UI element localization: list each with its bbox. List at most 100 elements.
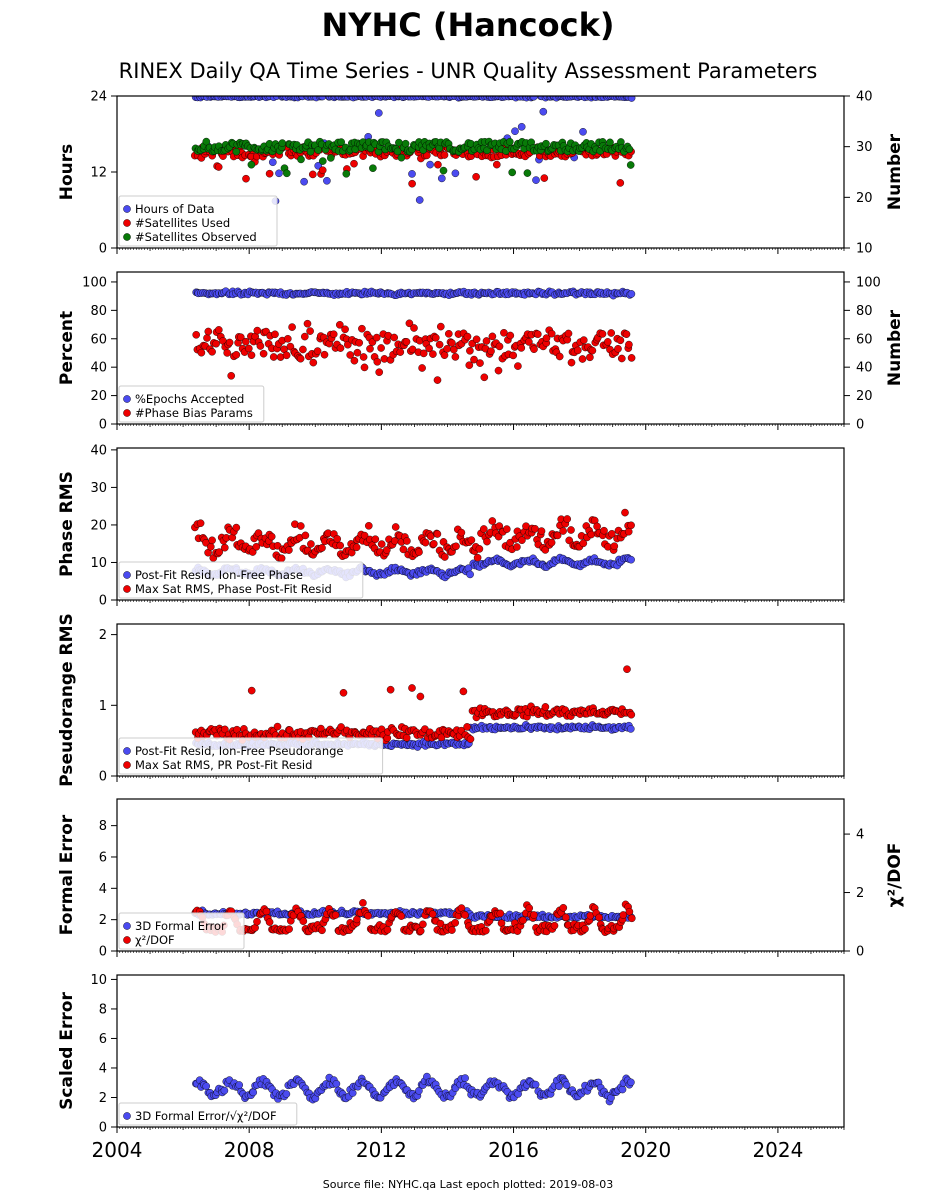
y-tick-label: 0: [99, 418, 107, 433]
point-hours-s2-97: [369, 164, 377, 172]
y-tick-label: 100: [82, 275, 107, 290]
point-scaled_error-s0-204: [562, 1081, 571, 1089]
point-percent-s1-85: [346, 351, 355, 359]
point-percent-s1-90: [355, 338, 364, 347]
point-scaled_error-s0-234: [618, 1085, 627, 1094]
point-percent-s1-177: [514, 362, 522, 370]
point-hours-s0-129: [426, 160, 434, 169]
point-percent-s1-134: [435, 340, 444, 349]
point-percent-s1-186: [530, 345, 538, 354]
y2-tick-label: 4: [856, 828, 864, 843]
point-hours-s0-191: [539, 107, 548, 116]
point-percent-s1-63: [306, 327, 314, 335]
point-percent-s1-158: [480, 373, 489, 382]
point-hours-s0-42: [268, 158, 277, 166]
point-percent-s1-44: [271, 330, 279, 339]
point-phase_rms-s1-190: [537, 527, 546, 535]
point-hours-s2-172: [505, 137, 514, 146]
point-percent-s1-218: [588, 346, 597, 355]
point-phase_rms-s1-213: [579, 539, 588, 548]
point-percent-s1-65: [309, 358, 318, 367]
y-axis-label: Percent: [57, 311, 77, 385]
legend-label: #Phase Bias Params: [135, 406, 253, 420]
legend-label: #Satellites Observed: [135, 230, 257, 244]
point-phase_rms-s1-217: [587, 530, 596, 539]
point-phase_rms-s1-204: [563, 515, 572, 523]
point-hours-s2-22: [232, 147, 241, 156]
point-percent-s1-36: [256, 342, 265, 350]
point-percent-s1-143: [451, 353, 460, 361]
point-percent-s1-17: [223, 349, 231, 357]
legend: Hours of Data#Satellites Used#Satellites…: [118, 195, 278, 247]
point-hours-s1-133: [434, 160, 442, 169]
point-phase_rms-s1-136: [439, 538, 448, 546]
point-hours-s2-192: [542, 139, 550, 148]
point-percent-s1-133: [433, 376, 442, 384]
point-pseudorange_rms-s1-119: [408, 684, 416, 692]
point-phase_rms-s1-186: [531, 525, 539, 533]
legend-label: χ²/DOF: [135, 933, 175, 947]
point-scaled_error-s0-6: [202, 1082, 210, 1090]
point-hours-s2-160: [483, 146, 491, 155]
y-tick-label: 6: [99, 850, 107, 865]
point-phase_rms-s1-158: [479, 525, 488, 533]
point-pseudorange_rms-s1-45: [273, 722, 282, 731]
point-scaled_error-s0-50: [282, 1090, 291, 1098]
point-formal_error-s1-238: [625, 907, 634, 916]
point-percent-s1-6: [203, 334, 211, 342]
point-percent-s1-195: [547, 329, 556, 338]
point-formal_error-s1-202: [559, 904, 568, 912]
y-tick-label: 0: [99, 242, 107, 257]
point-phase_rms-s1-176: [513, 543, 521, 551]
point-phase_rms-s1-160: [483, 537, 491, 546]
point-percent-s1-174: [509, 351, 518, 360]
point-phase_rms-s1-13: [215, 548, 223, 556]
legend-box: [118, 1102, 298, 1126]
point-pseudorange_rms-s1-149: [463, 723, 471, 731]
x-tick-label: 2004: [92, 1138, 143, 1162]
point-formal_error-s1-113: [397, 912, 406, 920]
point-phase_rms-s1-8: [206, 543, 215, 551]
point-percent-s1-13: [214, 326, 223, 334]
point-hours-s0-143: [451, 169, 460, 178]
point-percent-s1-19: [225, 338, 234, 347]
point-percent-s1-28: [241, 337, 250, 346]
point-percent-s1-102: [377, 344, 385, 352]
point-pseudorange_rms-s1-192: [541, 703, 550, 711]
point-percent-s1-109: [390, 333, 399, 342]
point-hours-s1-119: [408, 179, 416, 188]
legend-label: #Satellites Used: [135, 216, 230, 230]
point-hours-s1-233: [616, 179, 625, 187]
point-pseudorange_rms-s1-107: [386, 685, 395, 694]
point-formal_error-s1-34: [253, 917, 261, 926]
point-percent-s1-233: [616, 336, 625, 345]
point-percent-s1-139: [444, 329, 453, 338]
point-phase_rms-s1-60: [301, 531, 310, 540]
y-tick-label: 20: [90, 389, 107, 404]
point-formal_error-s1-167: [496, 909, 505, 918]
point-percent-s1-163: [488, 332, 497, 341]
point-percent-s1-120: [410, 324, 418, 332]
point-phase_rms-s1-156: [475, 545, 484, 553]
y2-tick-label: 10: [856, 242, 873, 257]
point-phase_rms-s1-93: [360, 531, 369, 540]
point-formal_error-s1-221: [595, 913, 603, 922]
points-group: [192, 1072, 635, 1106]
point-scaled_error-s0-199: [555, 1082, 563, 1091]
point-phase_rms-s1-58: [296, 522, 305, 530]
point-scaled_error-s0-77: [332, 1080, 341, 1088]
point-hours-s2-67: [314, 146, 323, 154]
point-pseudorange_rms-s1-80: [337, 723, 345, 731]
point-phase_rms-s1-171: [502, 525, 511, 533]
point-percent-s1-117: [405, 319, 414, 328]
point-phase_rms-s1-236: [621, 508, 629, 517]
y-tick-label: 4: [99, 1061, 107, 1076]
point-percent-s1-34: [253, 326, 262, 335]
point-phase_rms-s1-239: [627, 521, 635, 530]
x-tick-label: 2012: [356, 1138, 407, 1162]
point-percent-s1-213: [580, 336, 588, 344]
point-percent-s1-93: [360, 363, 369, 372]
y-tick-label: 24: [90, 90, 107, 105]
point-hours-s0-239: [627, 96, 636, 102]
